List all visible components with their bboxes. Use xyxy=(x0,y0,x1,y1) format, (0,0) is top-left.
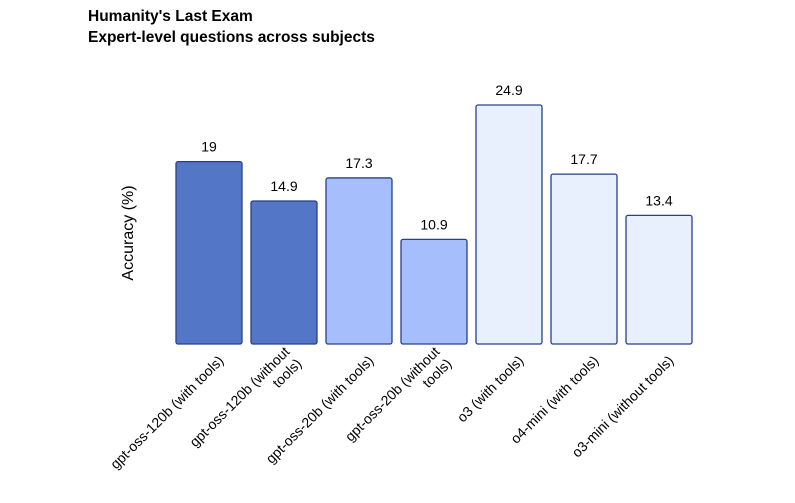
y-axis-label: Accuracy (%) xyxy=(120,185,137,280)
value-label-6: 13.4 xyxy=(645,192,672,208)
chart-title-block: Humanity's Last Exam Expert-level questi… xyxy=(88,6,375,48)
bars-group xyxy=(175,104,693,345)
bar-3 xyxy=(400,238,468,345)
value-labels-group: 19 14.9 17.3 10.9 24.9 17.7 13.4 xyxy=(201,82,673,232)
x-tick-label-1-line-0: gpt-oss-120b (without xyxy=(186,343,293,450)
x-tick-label-3-line-0: gpt-oss-20b (without xyxy=(342,343,443,444)
value-label-5: 17.7 xyxy=(570,151,597,167)
value-label-1: 14.9 xyxy=(270,178,297,194)
x-tick-label-0: gpt-oss-120b (with tools) xyxy=(107,352,227,472)
value-label-0: 19 xyxy=(201,139,217,155)
value-label-3: 10.9 xyxy=(420,216,447,232)
x-tick-label-0-line-0: gpt-oss-120b (with tools) xyxy=(107,352,227,472)
bar-5 xyxy=(550,173,618,345)
x-tick-label-4-line-0: o3 (with tools) xyxy=(454,352,527,425)
bar-0 xyxy=(175,160,243,345)
bar-2 xyxy=(325,177,393,345)
bar-6 xyxy=(625,214,693,345)
chart-title: Humanity's Last Exam xyxy=(88,8,253,25)
value-label-2: 17.3 xyxy=(345,155,372,171)
chart-subtitle: Expert-level questions across subjects xyxy=(88,29,375,46)
value-label-4: 24.9 xyxy=(495,82,522,98)
bar-1 xyxy=(250,200,318,345)
bar-4 xyxy=(475,104,543,345)
tick-labels-group: gpt-oss-120b (with tools)gpt-oss-120b (w… xyxy=(107,343,677,472)
x-tick-label-4: o3 (with tools) xyxy=(454,352,527,425)
